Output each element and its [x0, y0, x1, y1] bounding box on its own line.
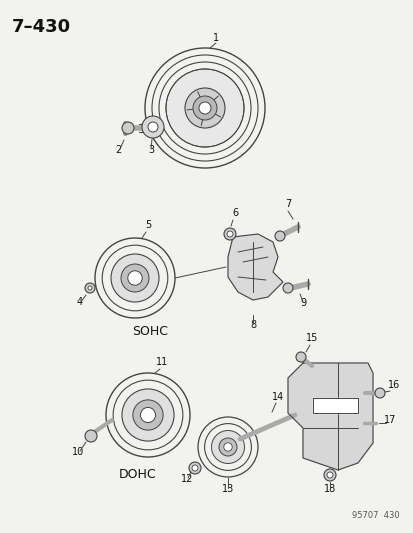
Circle shape	[218, 438, 236, 456]
Circle shape	[85, 283, 95, 293]
Text: 95707  430: 95707 430	[351, 511, 399, 520]
Circle shape	[122, 389, 173, 441]
Text: DOHC: DOHC	[119, 468, 157, 481]
Circle shape	[223, 228, 235, 240]
Text: 13: 13	[221, 484, 234, 494]
Text: 4: 4	[77, 297, 83, 307]
Text: 15: 15	[305, 333, 318, 343]
Circle shape	[142, 116, 164, 138]
Polygon shape	[287, 363, 372, 470]
Text: 12: 12	[180, 474, 193, 484]
Text: 11: 11	[156, 357, 168, 367]
Circle shape	[282, 283, 292, 293]
Circle shape	[374, 388, 384, 398]
Text: 2: 2	[114, 145, 121, 155]
Text: 8: 8	[249, 320, 256, 330]
Text: 6: 6	[231, 208, 237, 218]
Text: SOHC: SOHC	[132, 325, 168, 338]
Circle shape	[166, 70, 242, 146]
Text: 1: 1	[212, 33, 218, 43]
Circle shape	[185, 88, 224, 128]
Circle shape	[223, 443, 232, 451]
Text: 9: 9	[299, 298, 305, 308]
Circle shape	[111, 254, 159, 302]
Text: 17: 17	[383, 415, 395, 425]
Polygon shape	[312, 398, 357, 413]
Circle shape	[122, 122, 134, 134]
Circle shape	[85, 430, 97, 442]
Circle shape	[189, 462, 201, 474]
Circle shape	[323, 469, 335, 481]
Text: 10: 10	[72, 447, 84, 457]
Circle shape	[295, 352, 305, 362]
Text: 7–430: 7–430	[12, 18, 71, 36]
Circle shape	[140, 407, 155, 423]
Text: 3: 3	[147, 145, 154, 155]
Text: 7: 7	[284, 199, 290, 209]
Circle shape	[326, 472, 332, 478]
Circle shape	[128, 271, 142, 285]
Circle shape	[211, 431, 244, 464]
Circle shape	[88, 286, 92, 290]
Circle shape	[133, 400, 163, 430]
Circle shape	[199, 102, 211, 114]
Text: 14: 14	[271, 392, 283, 402]
Text: 18: 18	[323, 484, 335, 494]
Circle shape	[147, 122, 158, 132]
Circle shape	[226, 231, 233, 237]
Polygon shape	[228, 234, 282, 300]
Text: 16: 16	[387, 380, 399, 390]
Circle shape	[192, 465, 197, 471]
Text: 5: 5	[145, 220, 151, 230]
Circle shape	[274, 231, 284, 241]
Circle shape	[192, 96, 216, 120]
Circle shape	[121, 264, 149, 292]
